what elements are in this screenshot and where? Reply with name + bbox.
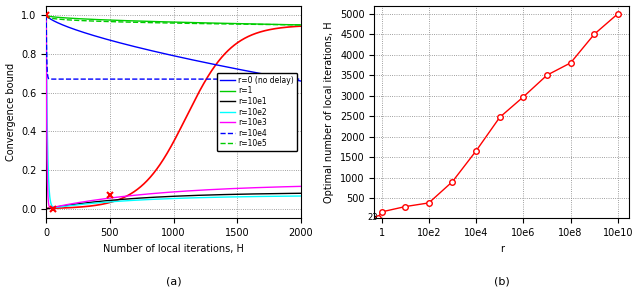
r=10e3 xyxy=(297,184,305,188)
Line: r=10e1: r=10e1 xyxy=(46,193,301,209)
r=0 (no delay) xyxy=(265,73,273,77)
r=10e2 xyxy=(72,203,79,207)
r=10e5 xyxy=(72,18,79,22)
Title: (b): (b) xyxy=(494,277,509,287)
r=10e2 xyxy=(151,198,159,201)
r=10e1 xyxy=(151,195,159,199)
r=10e4 xyxy=(86,77,94,81)
r=10e3 xyxy=(265,185,273,189)
r=1 xyxy=(297,23,305,27)
r=10e3 xyxy=(292,185,300,188)
r=10e2 xyxy=(86,202,94,205)
r=10e3 xyxy=(86,199,94,203)
r=10e3 xyxy=(72,201,79,205)
r=1 xyxy=(86,18,94,21)
Y-axis label: Convergence bound: Convergence bound xyxy=(6,63,15,161)
r=0 (no delay) xyxy=(42,13,50,17)
r=10e4 xyxy=(297,77,305,81)
Legend: r=0 (no delay), r=1, r=10e1, r=10e2, r=10e3, r=10e4, r=10e5: r=0 (no delay), r=1, r=10e1, r=10e2, r=1… xyxy=(217,73,297,151)
r=10e1 xyxy=(297,192,305,195)
r=10e3 xyxy=(151,192,159,195)
Line: r=10e5: r=10e5 xyxy=(46,15,301,25)
r=0 (no delay) xyxy=(140,47,148,51)
r=1 xyxy=(42,13,50,17)
r=10e3 xyxy=(47,206,54,209)
r=1 xyxy=(72,17,79,20)
r=10e5 xyxy=(292,23,300,27)
r=10e1 xyxy=(86,201,94,204)
Line: r=0 (no delay): r=0 (no delay) xyxy=(46,15,301,81)
r=10e3 xyxy=(42,17,50,21)
X-axis label: Number of local iterations, H: Number of local iterations, H xyxy=(103,244,244,254)
Title: (a): (a) xyxy=(166,277,181,287)
r=0 (no delay) xyxy=(151,50,159,53)
r=10e2 xyxy=(51,206,59,209)
r=10e1 xyxy=(42,207,50,211)
r=10e5 xyxy=(86,19,94,23)
r=1 xyxy=(292,23,300,27)
r=10e1 xyxy=(140,196,148,200)
r=10e5 xyxy=(42,13,50,17)
r=10e4 xyxy=(72,77,79,81)
r=0 (no delay) xyxy=(292,78,300,82)
r=10e2 xyxy=(140,198,148,201)
r=10e4 xyxy=(140,77,148,81)
r=10e1 xyxy=(72,202,79,206)
r=10e1 xyxy=(265,192,273,195)
r=10e4 xyxy=(61,77,68,81)
r=10e4 xyxy=(265,77,273,81)
r=10e5 xyxy=(151,21,159,24)
r=1 xyxy=(151,20,159,23)
r=10e5 xyxy=(140,21,148,24)
r=1 xyxy=(265,22,273,26)
r=10e2 xyxy=(42,17,50,21)
r=0 (no delay) xyxy=(86,33,94,36)
r=10e3 xyxy=(140,193,148,196)
r=10e2 xyxy=(265,195,273,198)
r=10e4 xyxy=(42,13,50,17)
Y-axis label: Optimal number of local iterations, H: Optimal number of local iterations, H xyxy=(324,21,334,203)
r=0 (no delay) xyxy=(297,79,305,83)
Line: r=10e2: r=10e2 xyxy=(46,19,301,207)
r=10e4 xyxy=(292,77,300,81)
Line: r=1: r=1 xyxy=(46,15,301,25)
Line: r=10e3: r=10e3 xyxy=(46,19,301,208)
X-axis label: r: r xyxy=(500,244,504,254)
r=10e1 xyxy=(292,192,300,195)
r=10e2 xyxy=(297,194,305,198)
r=10e4 xyxy=(151,77,159,81)
r=1 xyxy=(140,19,148,23)
Text: 23: 23 xyxy=(367,213,378,222)
r=0 (no delay) xyxy=(72,28,79,31)
Line: r=10e4: r=10e4 xyxy=(46,15,301,79)
r=10e5 xyxy=(297,23,305,27)
r=10e5 xyxy=(265,23,273,26)
r=10e2 xyxy=(292,194,300,198)
